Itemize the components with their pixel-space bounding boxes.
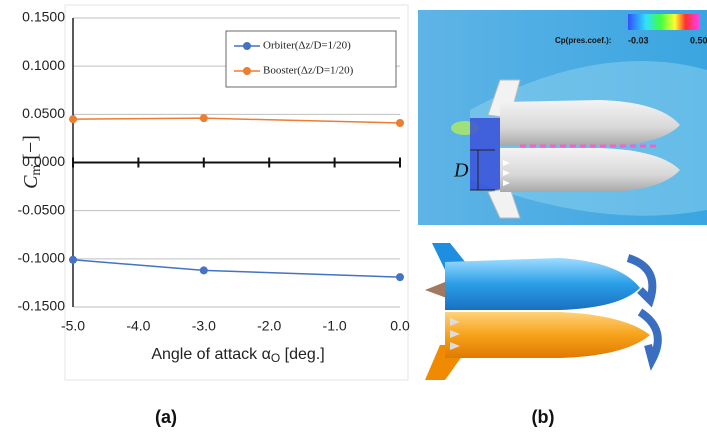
y-label-subscript: m [29, 165, 44, 176]
x-tick-label: -1.0 [323, 318, 347, 334]
y-tick-label: 0.1500 [22, 9, 65, 25]
colorbar-min: -0.03 [628, 35, 649, 45]
page: {"chart_data": {"type": "line", "x": [-5… [0, 0, 707, 443]
y-tick-label: -0.1500 [18, 298, 66, 314]
data-point [69, 115, 77, 123]
plot: 0.15000.10000.05000.0000-0.0500-0.1000-0… [18, 9, 410, 334]
series-line [73, 118, 400, 123]
x-tick-label: 0.0 [390, 318, 410, 334]
x-label-unit: [deg.] [280, 346, 324, 363]
figure: 0.15000.10000.05000.0000-0.0500-0.1000-0… [0, 0, 707, 443]
data-point [69, 256, 77, 264]
data-point [200, 114, 208, 122]
x-tick-label: -4.0 [126, 318, 150, 334]
data-point [200, 266, 208, 274]
panel-label: (b) [532, 407, 555, 427]
legend-label: Orbiter(Δz/D=1/20) [263, 40, 351, 52]
legend-marker [243, 67, 251, 75]
y-axis-label: Cm [−] [20, 135, 45, 189]
legend-marker [243, 42, 251, 50]
colorbar-label: Cp(pres.coef.): [555, 36, 611, 45]
y-label-unit: [−] [20, 135, 42, 165]
x-label-subscript: O [271, 351, 280, 365]
dimension-label: D [453, 160, 469, 182]
y-label-symbol: C [20, 175, 42, 189]
x-tick-label: -2.0 [257, 318, 281, 334]
series-line [73, 260, 400, 277]
y-tick-label: -0.1000 [18, 250, 66, 266]
panel-label: (a) [155, 407, 177, 427]
legend-label: Booster(Δz/D=1/20) [263, 65, 354, 77]
y-tick-label: 0.0500 [22, 105, 65, 121]
y-tick-label: -0.0500 [18, 201, 66, 217]
x-tick-label: -5.0 [61, 318, 85, 334]
colorbar-max: 0.50 [690, 35, 707, 45]
data-point [396, 273, 404, 281]
x-axis-label: Angle of attack αO [deg.] [151, 346, 324, 365]
y-tick-label: 0.1000 [22, 57, 65, 73]
x-label-text: Angle of attack α [151, 346, 271, 363]
render-image [425, 243, 658, 380]
cfd-image: D Cp(pres.coef.): -0.03 0.50 [418, 10, 707, 225]
data-point [396, 119, 404, 127]
x-tick-label: -3.0 [192, 318, 216, 334]
